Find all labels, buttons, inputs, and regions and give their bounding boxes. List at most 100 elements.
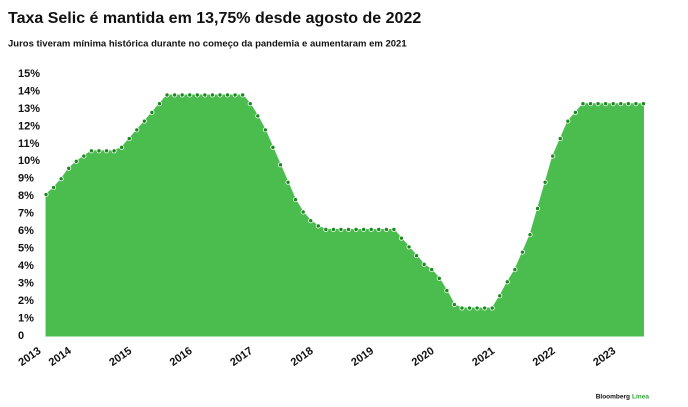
source: Bloomberg xyxy=(596,394,630,401)
marker xyxy=(209,92,215,98)
marker xyxy=(232,92,238,98)
marker xyxy=(603,101,609,107)
marker xyxy=(134,127,140,133)
y-tick-label: 7% xyxy=(18,208,34,220)
marker xyxy=(444,288,450,294)
marker xyxy=(398,235,404,241)
marker xyxy=(194,92,200,98)
marker xyxy=(285,179,291,185)
marker xyxy=(361,226,367,232)
marker xyxy=(519,249,525,255)
y-tick-label: 4% xyxy=(18,260,34,272)
marker xyxy=(315,223,321,229)
marker xyxy=(640,101,646,107)
marker xyxy=(96,148,102,154)
marker xyxy=(459,305,465,311)
y-tick-label: 15% xyxy=(18,68,40,80)
marker xyxy=(217,92,223,98)
marker xyxy=(88,148,94,154)
marker xyxy=(111,148,117,154)
marker xyxy=(625,101,631,107)
marker xyxy=(202,92,208,98)
marker xyxy=(323,226,329,232)
y-tick-label: 0 xyxy=(18,330,24,342)
marker xyxy=(270,144,276,150)
marker xyxy=(527,232,533,238)
marker xyxy=(262,127,268,133)
marker xyxy=(164,92,170,98)
marker xyxy=(141,118,147,124)
y-tick-label: 14% xyxy=(18,85,40,97)
y-tick-label: 12% xyxy=(18,120,40,132)
y-tick-label: 10% xyxy=(18,155,40,167)
marker xyxy=(293,197,299,203)
marker xyxy=(376,226,382,232)
y-tick-label: 9% xyxy=(18,173,34,185)
marker xyxy=(391,226,397,232)
marker xyxy=(255,113,261,119)
x-tick-label: 2013 xyxy=(16,345,43,369)
chart-title: Taxa Selic é mantida em 13,75% desde ago… xyxy=(8,10,421,27)
marker xyxy=(383,226,389,232)
marker xyxy=(633,101,639,107)
marker xyxy=(51,185,57,191)
source-brand: Línea xyxy=(632,394,649,401)
x-tick-label: 2023 xyxy=(591,345,618,369)
x-tick-label: 2020 xyxy=(410,345,437,369)
marker xyxy=(467,305,473,311)
y-tick-label: 11% xyxy=(18,138,40,150)
marker xyxy=(618,101,624,107)
marker xyxy=(421,261,427,267)
x-tick-label: 2021 xyxy=(470,345,497,369)
marker xyxy=(277,162,283,168)
marker xyxy=(595,101,601,107)
y-tick-label: 2% xyxy=(18,295,34,307)
marker xyxy=(368,226,374,232)
marker xyxy=(300,209,306,215)
marker xyxy=(542,179,548,185)
y-tick-label: 3% xyxy=(18,278,34,290)
x-tick-label: 2017 xyxy=(228,345,255,369)
y-tick-label: 5% xyxy=(18,243,34,255)
marker xyxy=(66,165,72,171)
marker xyxy=(156,101,162,107)
marker xyxy=(512,267,518,273)
marker xyxy=(557,136,563,142)
marker xyxy=(474,305,480,311)
marker xyxy=(330,226,336,232)
marker xyxy=(247,101,253,107)
marker xyxy=(172,92,178,98)
marker xyxy=(225,92,231,98)
y-tick-label: 13% xyxy=(18,103,40,115)
marker xyxy=(104,148,110,154)
marker xyxy=(43,192,49,198)
marker xyxy=(179,92,185,98)
marker xyxy=(414,253,420,259)
marker xyxy=(550,153,556,159)
marker xyxy=(588,101,594,107)
x-tick-label: 2015 xyxy=(107,345,134,369)
marker xyxy=(73,158,79,164)
marker xyxy=(610,101,616,107)
x-tick-label: 2018 xyxy=(289,345,316,369)
y-tick-label: 6% xyxy=(18,225,34,237)
x-tick-label: 2019 xyxy=(349,345,376,369)
x-tick-label: 2016 xyxy=(168,345,195,369)
marker xyxy=(338,226,344,232)
marker xyxy=(482,305,488,311)
y-tick-label: 1% xyxy=(18,312,34,324)
marker xyxy=(346,226,352,232)
marker xyxy=(535,205,541,211)
marker xyxy=(187,92,193,98)
x-tick-label: 2022 xyxy=(531,345,558,369)
marker xyxy=(572,109,578,115)
marker xyxy=(149,109,155,115)
marker xyxy=(580,101,586,107)
marker xyxy=(489,305,495,311)
marker xyxy=(119,144,125,150)
marker xyxy=(240,92,246,98)
chart-subtitle: Juros tiveram mínima histórica durante n… xyxy=(8,39,407,50)
marker xyxy=(504,279,510,285)
marker xyxy=(429,267,435,273)
